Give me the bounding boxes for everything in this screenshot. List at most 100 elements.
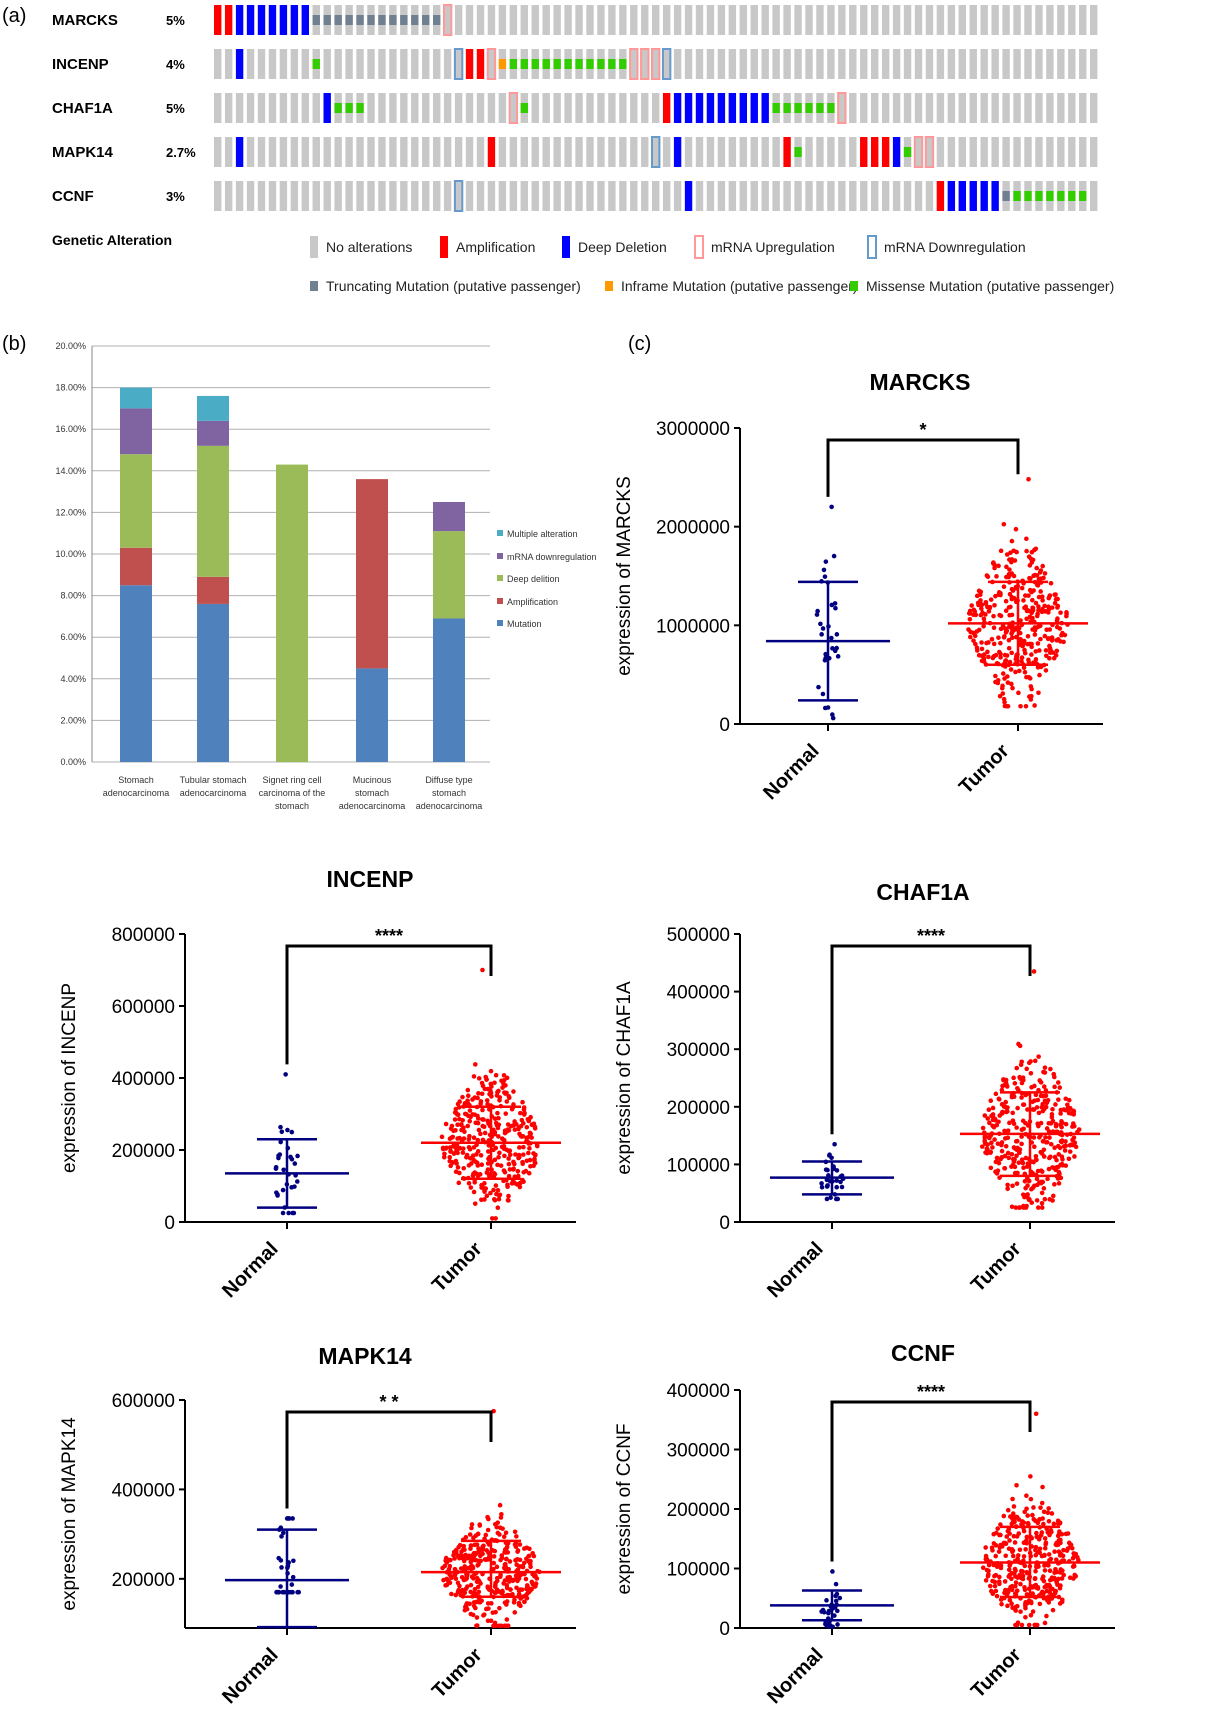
data-point xyxy=(496,1154,501,1160)
data-point xyxy=(1044,1140,1049,1145)
oncoprint-cell-none xyxy=(1024,137,1032,167)
data-point xyxy=(499,1136,505,1141)
data-point xyxy=(1009,1204,1015,1210)
data-point xyxy=(448,1149,453,1154)
oncoprint-cell-none xyxy=(465,181,474,211)
data-point xyxy=(502,1600,508,1605)
oncoprint-cell-none xyxy=(279,181,288,211)
data-point xyxy=(1033,546,1039,552)
data-point xyxy=(506,1161,512,1167)
data-point xyxy=(480,1083,486,1089)
data-point xyxy=(489,1094,494,1099)
data-point xyxy=(1026,1622,1032,1628)
oncoprint-cell-missense xyxy=(586,59,594,69)
data-point xyxy=(285,1127,290,1133)
plot-title: MARCKS xyxy=(870,369,971,395)
data-point xyxy=(1034,573,1040,578)
data-point xyxy=(524,1124,530,1130)
data-point xyxy=(1033,600,1039,606)
data-point xyxy=(1026,477,1031,482)
data-point xyxy=(1014,1065,1020,1071)
data-point xyxy=(1019,1622,1025,1628)
oncoprint-cell-none xyxy=(706,49,715,79)
data-point xyxy=(834,1168,840,1173)
data-point xyxy=(511,1166,516,1172)
oncoprint-cell-none xyxy=(881,5,890,35)
data-point xyxy=(981,616,987,622)
legend-swatch-up xyxy=(694,235,704,259)
data-point xyxy=(491,1127,496,1133)
data-point xyxy=(504,1129,510,1134)
oncoprint-cell-none xyxy=(827,49,835,79)
data-point xyxy=(465,1093,471,1099)
oncoprint-cell-del xyxy=(235,5,244,35)
data-point xyxy=(480,1137,486,1143)
data-point xyxy=(990,1145,995,1150)
data-point xyxy=(1012,1591,1018,1596)
data-point xyxy=(839,1184,845,1190)
data-point xyxy=(995,1526,1001,1531)
data-point xyxy=(488,1088,493,1093)
data-point xyxy=(816,684,821,690)
data-point xyxy=(503,1556,509,1562)
data-point xyxy=(1032,1144,1037,1149)
data-point xyxy=(1047,594,1052,599)
data-point xyxy=(1024,548,1029,554)
oncoprint-cell-none xyxy=(871,49,879,79)
data-point xyxy=(1018,618,1023,623)
oncoprint-cell-missense xyxy=(356,103,364,113)
data-point xyxy=(522,1110,527,1116)
data-point xyxy=(985,1142,990,1147)
oncoprint-cell-none xyxy=(750,181,758,211)
data-point xyxy=(1009,538,1015,544)
data-point xyxy=(1007,612,1012,618)
data-point xyxy=(1061,1547,1066,1553)
data-point xyxy=(976,627,982,633)
oncoprint-cell-trunc xyxy=(334,15,342,25)
data-point xyxy=(993,1588,999,1594)
data-point xyxy=(512,1161,517,1167)
data-point xyxy=(465,1123,471,1129)
data-point xyxy=(1019,1095,1024,1100)
data-point xyxy=(1032,1058,1038,1064)
y-tick-label: 6.00% xyxy=(60,632,86,642)
data-point xyxy=(831,553,837,559)
oncoprint-cell-none xyxy=(586,137,594,167)
data-point xyxy=(507,1152,513,1158)
oncoprint-cell-none xyxy=(586,181,594,211)
oncoprint-cell-up xyxy=(486,48,497,80)
bar-segment-mutation xyxy=(433,618,465,762)
data-point xyxy=(476,1561,481,1567)
data-point xyxy=(826,1608,832,1614)
oncoprint-cell-none xyxy=(564,137,572,167)
x-category-label: Normal xyxy=(763,1238,827,1302)
oncoprint-cell-none xyxy=(345,137,353,167)
data-point xyxy=(447,1580,453,1586)
data-point xyxy=(491,1147,496,1153)
data-point xyxy=(1032,632,1038,637)
oncoprint-cell-none xyxy=(936,93,945,123)
data-point xyxy=(280,1210,286,1216)
data-point xyxy=(1045,1510,1051,1515)
oncoprint-cell-missense xyxy=(509,59,518,69)
data-point xyxy=(994,1155,1000,1161)
data-point xyxy=(492,1131,498,1137)
x-category-label: Tumor xyxy=(967,1644,1026,1703)
oncoprint-cell-none xyxy=(1068,137,1076,167)
data-point xyxy=(1049,1511,1055,1516)
data-point xyxy=(1072,1154,1077,1159)
data-point xyxy=(475,1137,481,1143)
data-point xyxy=(453,1106,459,1112)
data-point xyxy=(472,1586,478,1592)
data-point xyxy=(478,1153,484,1158)
data-point xyxy=(453,1576,459,1581)
gene-name: CHAF1A xyxy=(52,100,113,117)
oncoprint-cell-none xyxy=(433,93,441,123)
data-point xyxy=(1006,1155,1012,1161)
oncoprint-cell-none xyxy=(301,137,309,167)
data-point xyxy=(1037,570,1043,575)
oncoprint-cell-up xyxy=(913,136,924,168)
oncoprint-cell-none xyxy=(662,137,671,167)
data-point xyxy=(454,1161,459,1166)
data-point xyxy=(502,1169,508,1175)
